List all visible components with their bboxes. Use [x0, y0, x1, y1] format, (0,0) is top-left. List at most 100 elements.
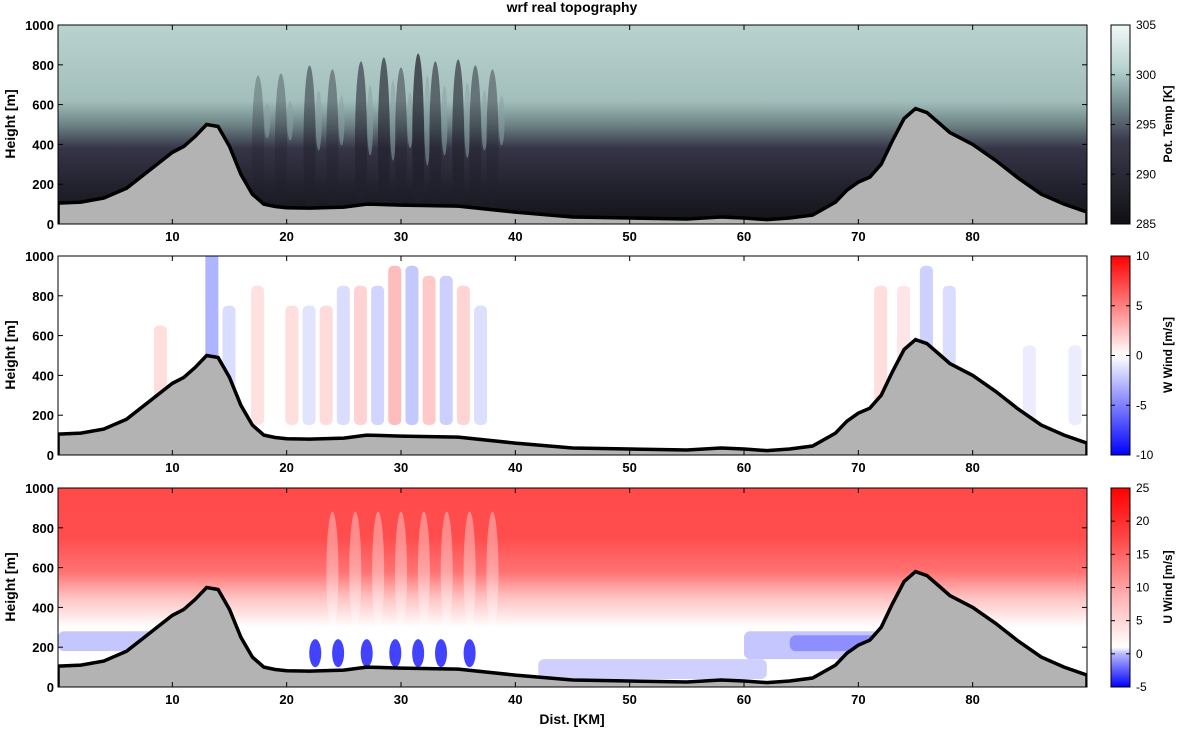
u-streak — [440, 511, 453, 632]
u-reverse-cell — [412, 639, 425, 668]
x-tick-label: 10 — [165, 229, 179, 244]
x-tick-label: 80 — [965, 460, 979, 475]
y-tick-label: 200 — [32, 177, 54, 192]
colorbar-tick-label: 305 — [1136, 18, 1156, 32]
w-band — [405, 265, 419, 425]
x-tick-label: 20 — [279, 229, 293, 244]
terrain — [58, 337, 1087, 455]
w-band — [336, 285, 350, 425]
w-band — [302, 305, 316, 425]
u-streak — [326, 511, 339, 632]
colorbar-tick-label: 290 — [1136, 167, 1156, 181]
theta-streak-light — [367, 85, 374, 156]
theta-streak-light — [464, 83, 471, 159]
w-band — [456, 285, 470, 425]
u-reverse-cell — [389, 639, 402, 668]
x-tick-label: 80 — [965, 229, 979, 244]
u-reverse-flow — [538, 659, 767, 680]
theta-streak — [354, 61, 367, 224]
theta-streak — [469, 65, 482, 224]
axes-frame-3 — [57, 487, 1088, 688]
y-tick-label: 800 — [32, 521, 54, 536]
x-tick-label: 40 — [508, 229, 522, 244]
x-tick-label: 70 — [851, 229, 865, 244]
colorbar-tick-label: 10 — [1136, 581, 1150, 595]
x-tick-label: 20 — [279, 460, 293, 475]
colorbar-ticks-1: 285 290 295 300 305 — [1111, 18, 1156, 231]
colorbar-tick-label: 15 — [1136, 547, 1150, 561]
u-streak — [395, 511, 407, 632]
theta-streak-light — [498, 95, 505, 146]
w-band — [251, 285, 265, 425]
theta-streak-light — [315, 90, 322, 151]
x-tick-label: 20 — [279, 692, 293, 707]
theta-streak — [429, 61, 442, 224]
y-tick-label: 200 — [32, 408, 54, 423]
x-axis-label: Dist. [KM] — [539, 711, 604, 727]
w-band — [371, 285, 385, 425]
u-reverse-cell — [435, 639, 448, 668]
x-tick-label: 10 — [165, 692, 179, 707]
x-tick-label: 60 — [737, 460, 751, 475]
x-tick-label: 80 — [965, 692, 979, 707]
u-streak — [372, 511, 385, 632]
theta-streak-light — [338, 95, 345, 146]
theta-streak-light — [441, 85, 448, 156]
u-streak — [417, 511, 430, 632]
y-tick-label: 1000 — [25, 481, 54, 496]
colorbar-tick-label: 300 — [1136, 68, 1156, 82]
u-reverse-cell — [463, 639, 476, 668]
y-tick-label: 400 — [32, 137, 54, 152]
axes-frame-2 — [57, 255, 1088, 456]
y-tick-label: 200 — [32, 640, 54, 655]
y-tick-label: 1000 — [25, 249, 54, 264]
y-tick-label: 0 — [47, 448, 54, 463]
x-tick-label: 50 — [622, 692, 636, 707]
u-reverse-cell — [309, 639, 322, 668]
terrain — [58, 569, 1087, 687]
colorbar-ticks-2: -10 -5 0 5 10 — [1111, 249, 1154, 462]
theta-streak — [377, 57, 390, 224]
w-band — [1022, 345, 1036, 425]
w-band — [285, 305, 299, 425]
theta-streak — [252, 75, 265, 214]
x-tick-label: 40 — [508, 460, 522, 475]
w-band — [439, 275, 453, 425]
y-tick-label: 0 — [47, 680, 54, 695]
theta-streak-light — [264, 103, 271, 139]
colorbar-tick-label: 295 — [1136, 118, 1156, 132]
x-tick-label: 70 — [851, 692, 865, 707]
theta-streak — [303, 65, 316, 224]
y-tick-label: 800 — [32, 58, 54, 73]
figure-title: wrf real topography — [506, 0, 638, 15]
theta-streak — [395, 67, 407, 222]
theta-streak-light — [287, 100, 294, 141]
x-tick-label: 30 — [394, 460, 408, 475]
y-axis-label-2: Height [m] — [2, 320, 18, 389]
theta-streak — [452, 59, 465, 224]
theta-streak — [486, 69, 499, 220]
x-tick-label: 40 — [508, 692, 522, 707]
colorbar-tick-label: 20 — [1136, 514, 1150, 528]
theta-streak-light — [424, 75, 431, 166]
colorbar-tick-label: 25 — [1136, 481, 1150, 495]
x-tick-label: 10 — [165, 460, 179, 475]
axes-frame-1 — [57, 24, 1088, 225]
u-streak — [463, 511, 476, 632]
colorbar-tick-label: -5 — [1136, 398, 1147, 412]
colorbar-tick-label: 5 — [1136, 614, 1143, 628]
y-tick-label: 0 — [47, 217, 54, 232]
colorbar-tick-label: 285 — [1136, 217, 1156, 231]
u-reverse-cell — [360, 639, 373, 668]
x-tick-label: 50 — [622, 460, 636, 475]
u-streak — [349, 511, 362, 632]
u-reverse-cell — [332, 639, 345, 668]
colorbar-label-2: W Wind [m/s] — [1161, 317, 1175, 393]
theta-streak — [326, 69, 339, 220]
